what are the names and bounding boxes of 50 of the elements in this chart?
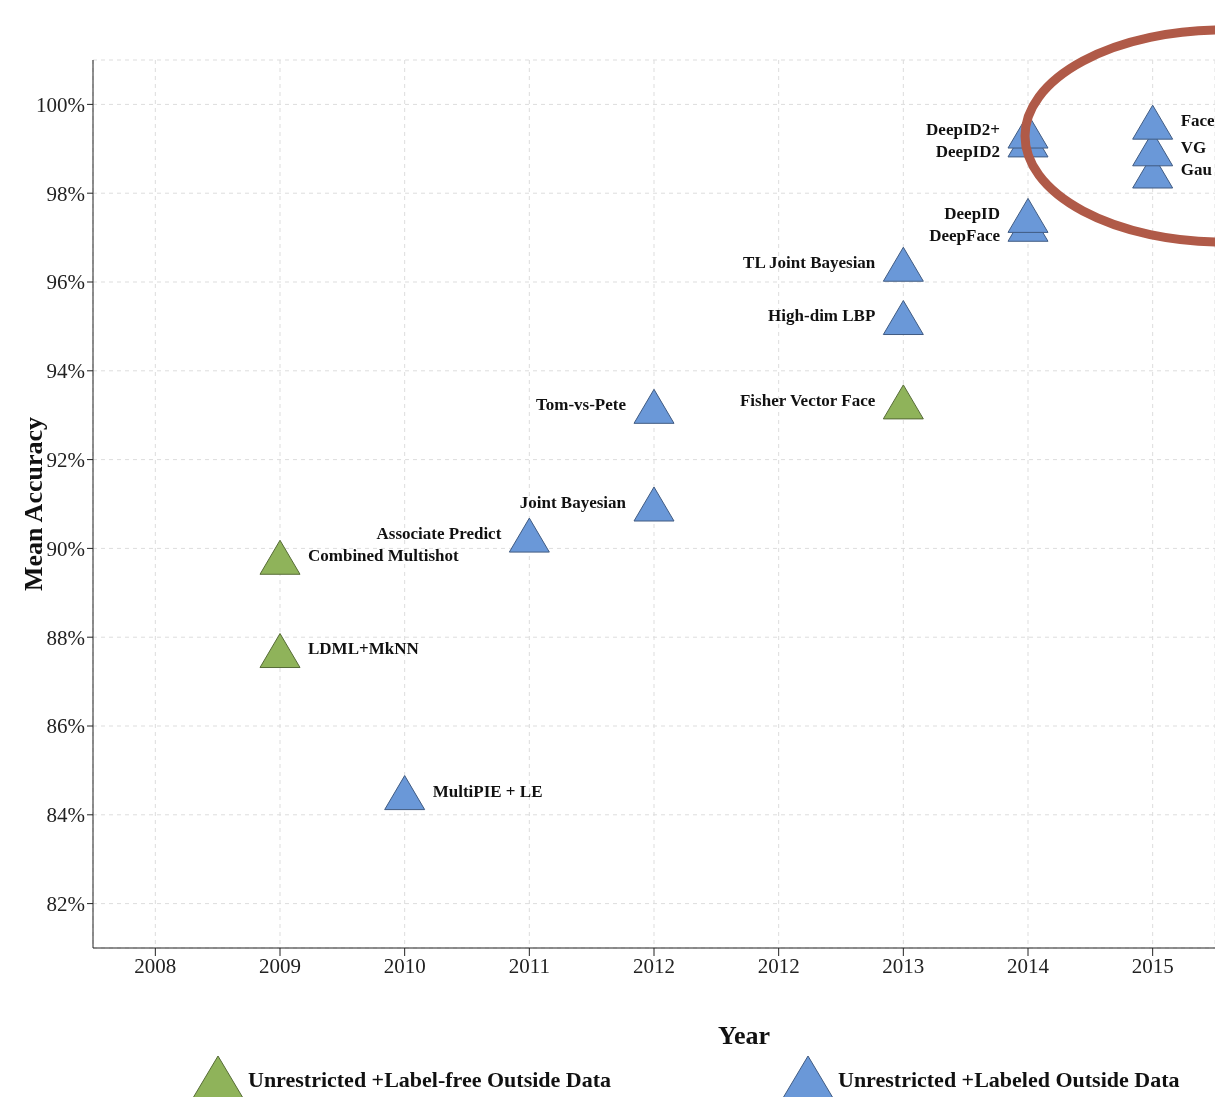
annotation: High-dim LBP: [768, 306, 876, 326]
y-tick-label: 98%: [46, 181, 85, 206]
x-tick-label: 2014: [1007, 953, 1050, 978]
x-tick-label: 2008: [134, 953, 177, 978]
y-tick-label: 84%: [46, 803, 85, 828]
point: [633, 486, 675, 522]
annotation: Gau: [1180, 159, 1212, 179]
point: [508, 517, 550, 553]
point: [384, 775, 426, 811]
legend-label: Unrestricted +Label-free Outside Data: [248, 1067, 612, 1093]
annotation: VG: [1180, 137, 1207, 157]
annotation: TL Joint Bayesian: [743, 253, 876, 273]
y-tick-label: 86%: [46, 714, 85, 739]
x-tick-label: 2015: [1131, 953, 1174, 978]
x-tick-label: 2011: [508, 953, 550, 978]
annotation: DeepID2+: [926, 119, 1000, 139]
x-tick-label: 2010: [383, 953, 426, 978]
x-tick-label: 2012: [757, 953, 800, 978]
point: [633, 388, 675, 424]
point: [882, 300, 924, 336]
y-axis-title: Mean Accuracy: [18, 416, 48, 592]
y-tick-label: 100%: [36, 92, 85, 117]
annotation: Joint Bayesian: [519, 492, 627, 512]
annotation: Fisher Vector Face: [739, 390, 876, 410]
point: [259, 633, 301, 669]
y-tick-label: 90%: [46, 536, 85, 561]
y-tick-label: 94%: [46, 359, 85, 384]
annotation: Face: [1180, 111, 1215, 131]
annotation: DeepID: [944, 204, 1000, 224]
annotation: Associate Predict: [376, 523, 502, 543]
annotation: MultiPIE + LE: [432, 781, 543, 801]
x-tick-label: 2009: [259, 953, 301, 978]
x-axis-title: Year: [718, 1021, 770, 1050]
y-tick-label: 96%: [46, 270, 85, 295]
point: [259, 539, 301, 575]
annotation: DeepFace: [929, 226, 1001, 246]
annotation: Tom-vs-Pete: [535, 395, 627, 415]
point: [1007, 197, 1049, 233]
annotation: LDML+MkNN: [308, 639, 420, 659]
x-tick-label: 2013: [882, 953, 925, 978]
point: [882, 246, 924, 282]
point: [1132, 104, 1174, 140]
point: [882, 384, 924, 420]
legend-label: Unrestricted +Labeled Outside Data: [838, 1067, 1180, 1093]
y-tick-label: 82%: [46, 892, 85, 917]
y-tick-label: 92%: [46, 448, 85, 473]
annotation: DeepID2: [935, 141, 1000, 161]
y-tick-label: 88%: [46, 625, 85, 650]
annotation: Combined Multishot: [308, 546, 459, 566]
x-tick-label: 2012: [633, 953, 675, 978]
